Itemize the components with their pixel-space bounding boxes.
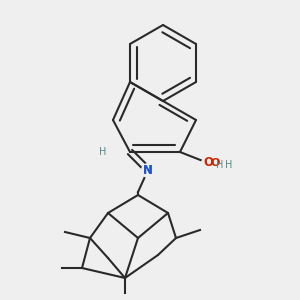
Text: N: N xyxy=(143,165,153,175)
Text: O: O xyxy=(210,158,220,168)
Text: H: H xyxy=(224,160,232,170)
Text: H: H xyxy=(216,160,223,170)
Text: N: N xyxy=(143,164,153,176)
Text: O: O xyxy=(203,157,213,169)
Text: H: H xyxy=(99,147,106,157)
